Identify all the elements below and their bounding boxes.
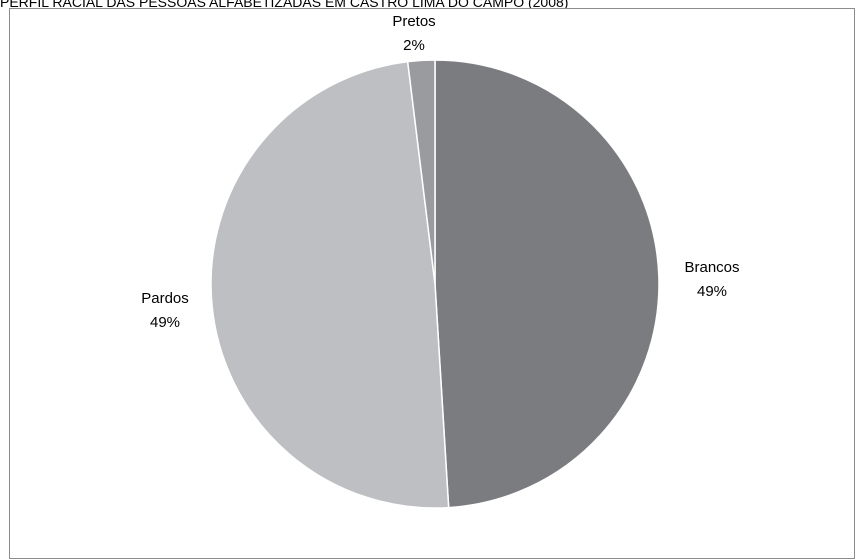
chart-title: PERFIL RACIAL DAS PESSOAS ALFABETIZADAS … (0, 0, 569, 10)
slice-value-pardos: 49% (150, 314, 180, 331)
pie-slice-pretos (406, 59, 436, 285)
slice-label-pretos: Pretos (392, 13, 435, 30)
pie-slice-brancos (434, 59, 660, 509)
slice-value-pretos: 2% (403, 37, 425, 54)
slice-value-brancos: 49% (697, 283, 727, 300)
pie-slice-pardos (210, 60, 450, 509)
slice-label-pardos: Pardos (141, 290, 189, 307)
slice-label-brancos: Brancos (684, 259, 739, 276)
